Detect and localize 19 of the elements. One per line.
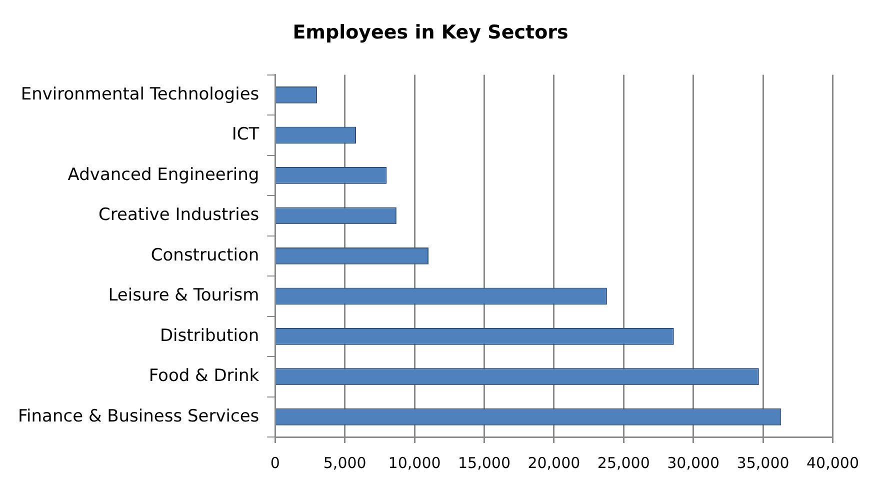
y-tick-label: Environmental Technologies xyxy=(20,84,260,104)
x-tick-label: 30,000 xyxy=(667,454,720,472)
x-tick-label: 10,000 xyxy=(388,454,441,472)
y-tick-label: Distribution xyxy=(160,326,260,346)
y-tick-label: Advanced Engineering xyxy=(68,164,260,185)
x-tick-label: 0 xyxy=(270,454,280,472)
x-tick-label: 5,000 xyxy=(323,454,366,472)
y-tick-label: Creative Industries xyxy=(98,205,260,226)
x-tick-label: 20,000 xyxy=(528,454,580,472)
y-tick-label: Food & Drink xyxy=(148,366,260,386)
x-tick-label: 25,000 xyxy=(597,454,650,472)
x-tick-label: 15,000 xyxy=(458,454,511,472)
chart-title: Employees in Key Sectors xyxy=(292,21,568,44)
y-tick-label: Finance & Business Services xyxy=(18,406,260,426)
y-tick-label: ICT xyxy=(232,124,260,145)
y-tick-label: Leisure & Tourism xyxy=(108,286,260,306)
x-tick-label: 35,000 xyxy=(736,454,790,472)
y-tick-label: Construction xyxy=(150,245,260,266)
x-tick-label: 40,000 xyxy=(806,454,860,472)
